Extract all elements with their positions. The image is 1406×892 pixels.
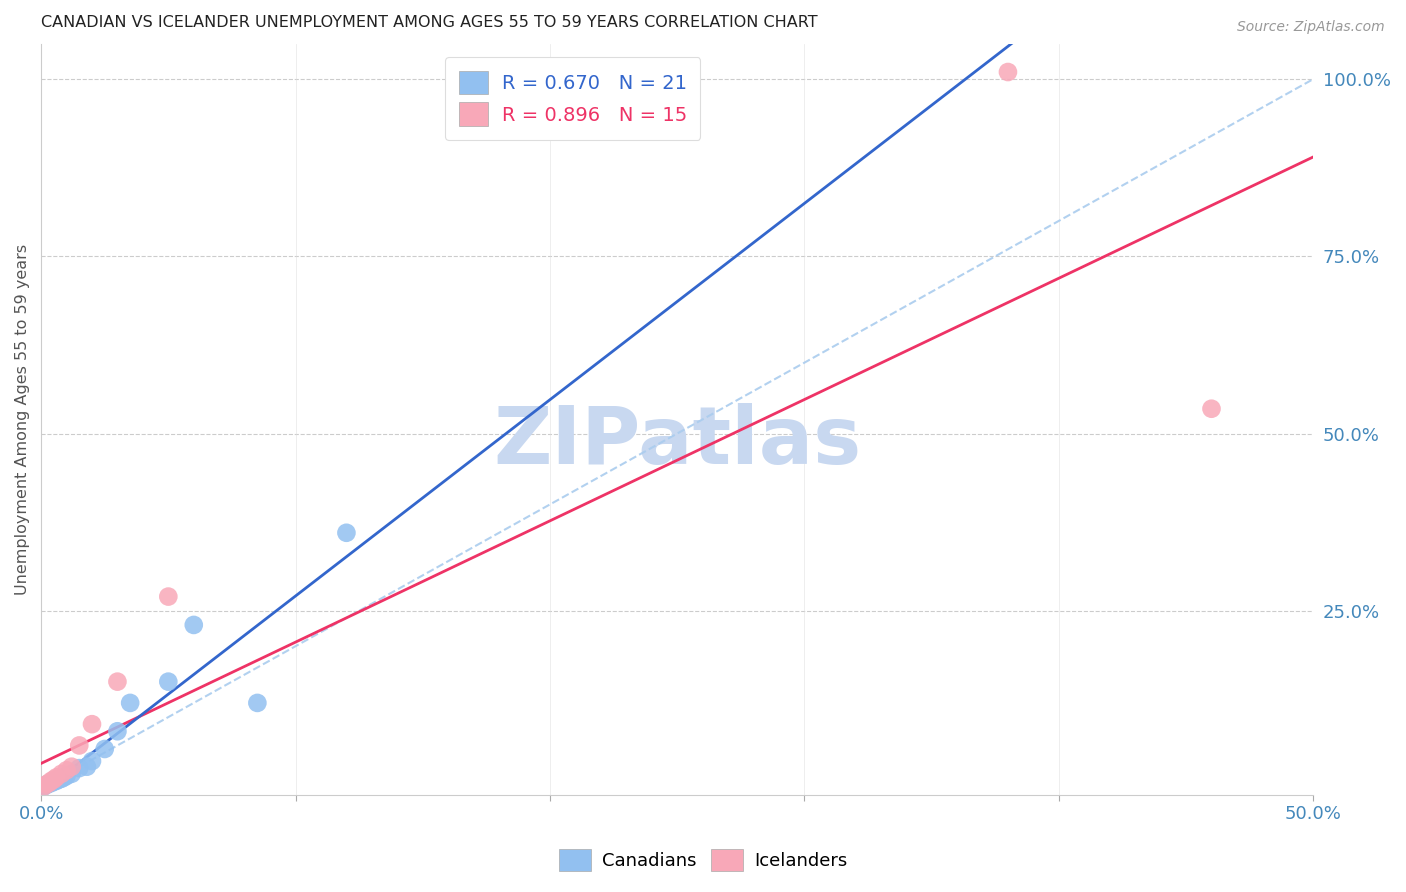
Text: ZIPatlas: ZIPatlas — [494, 403, 862, 481]
Point — [107, 674, 129, 689]
Y-axis label: Unemployment Among Ages 55 to 59 years: Unemployment Among Ages 55 to 59 years — [15, 244, 30, 595]
Point — [67, 739, 90, 753]
Text: Source: ZipAtlas.com: Source: ZipAtlas.com — [1237, 20, 1385, 34]
Point — [93, 742, 115, 756]
Point — [67, 761, 90, 775]
Point — [32, 780, 55, 794]
Legend: R = 0.670   N = 21, R = 0.896   N = 15: R = 0.670 N = 21, R = 0.896 N = 15 — [446, 57, 700, 139]
Point — [997, 65, 1019, 79]
Point — [51, 766, 73, 780]
Point — [38, 776, 60, 790]
Point — [55, 769, 77, 783]
Point — [76, 760, 98, 774]
Point — [80, 754, 103, 768]
Point — [60, 766, 83, 780]
Point — [42, 774, 65, 789]
Point — [1201, 401, 1223, 416]
Point — [183, 618, 205, 632]
Point — [39, 776, 62, 790]
Point — [32, 780, 55, 794]
Point — [35, 777, 58, 791]
Point — [42, 772, 65, 787]
Text: CANADIAN VS ICELANDER UNEMPLOYMENT AMONG AGES 55 TO 59 YEARS CORRELATION CHART: CANADIAN VS ICELANDER UNEMPLOYMENT AMONG… — [41, 15, 818, 30]
Point — [80, 717, 103, 731]
Point — [45, 770, 67, 784]
Point — [246, 696, 269, 710]
Legend: Canadians, Icelanders: Canadians, Icelanders — [551, 842, 855, 879]
Point — [45, 773, 67, 788]
Point — [335, 525, 357, 540]
Point — [60, 760, 83, 774]
Point — [107, 724, 129, 739]
Point — [55, 764, 77, 778]
Point — [48, 772, 70, 787]
Point — [51, 772, 73, 786]
Point — [157, 590, 180, 604]
Point — [39, 773, 62, 788]
Point — [157, 674, 180, 689]
Point — [38, 777, 60, 791]
Point — [35, 778, 58, 792]
Point — [53, 770, 76, 784]
Point — [120, 696, 142, 710]
